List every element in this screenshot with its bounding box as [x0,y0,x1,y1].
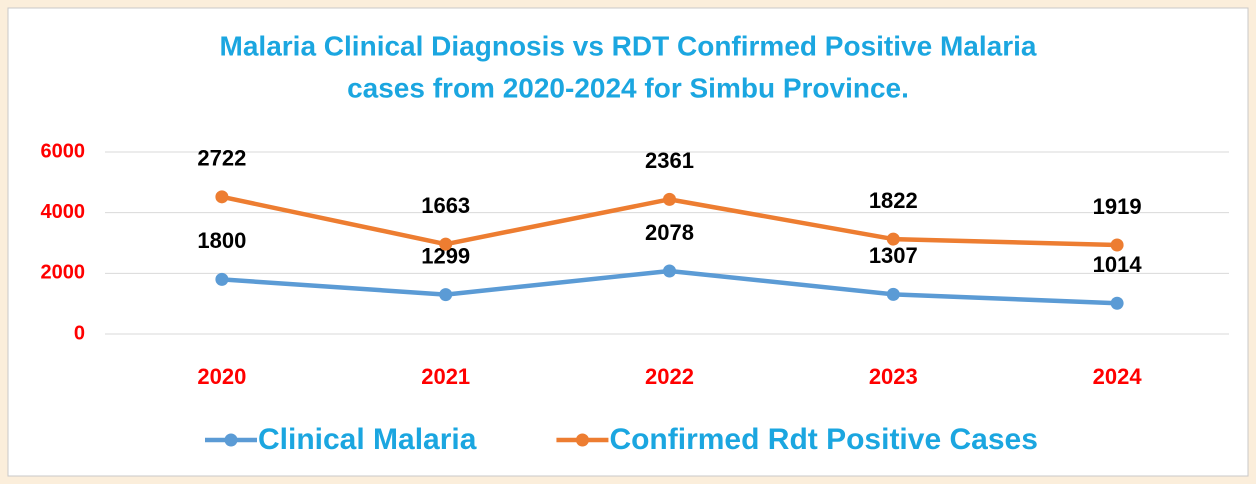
data-label: 1014 [1093,252,1143,277]
point [439,237,453,251]
point [663,264,676,278]
point [1110,238,1124,252]
x-tick-label: 2024 [1093,364,1143,389]
x-tick-label: 2021 [421,364,470,389]
legend-marker [575,433,589,447]
x-tick-label: 2020 [197,364,246,389]
point [439,288,453,302]
point [886,287,900,301]
chart-title: cases from 2020-2024 for Simbu Province. [347,72,909,103]
data-label: 2722 [197,146,246,171]
point [215,272,229,286]
chart-title: Malaria Clinical Diagnosis vs RDT Confir… [220,30,1037,61]
data-label: 1663 [421,193,470,218]
point [886,232,900,246]
point [663,192,676,206]
y-tick-label: 0 [74,322,85,344]
legend-marker [224,433,238,447]
y-tick-label: 4000 [41,201,86,223]
y-tick-label: 2000 [41,262,86,284]
x-tick-label: 2023 [869,364,918,389]
data-label: 2078 [645,220,694,245]
legend-label: Confirmed Rdt Positive Cases [609,423,1037,456]
data-label: 1800 [197,228,246,253]
y-tick-label: 6000 [41,140,86,162]
data-label: 2361 [645,148,694,173]
data-label: 1919 [1093,194,1142,219]
data-label: 1307 [869,243,918,268]
point [215,190,229,204]
legend-label: Clinical Malaria [258,423,477,456]
point [1110,296,1124,310]
data-label: 1822 [869,188,918,213]
x-tick-label: 2022 [645,364,694,389]
